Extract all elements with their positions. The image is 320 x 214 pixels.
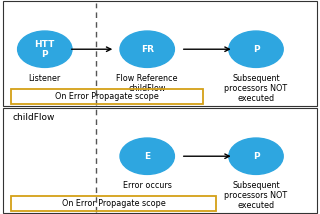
- Text: Listener: Listener: [29, 74, 61, 83]
- Text: FR: FR: [141, 45, 154, 54]
- Text: P: P: [253, 152, 259, 161]
- Text: On Error Propagate scope: On Error Propagate scope: [55, 92, 159, 101]
- Circle shape: [120, 31, 174, 67]
- Text: On Error Propagate scope: On Error Propagate scope: [62, 199, 165, 208]
- Text: childFlow: childFlow: [13, 113, 55, 122]
- Text: Subsequent
processors NOT
executed: Subsequent processors NOT executed: [224, 74, 288, 103]
- Circle shape: [18, 31, 72, 67]
- Text: Error occurs: Error occurs: [123, 181, 172, 190]
- Text: Flow Reference
childFlow: Flow Reference childFlow: [116, 74, 178, 93]
- Circle shape: [120, 138, 174, 174]
- Text: Subsequent
processors NOT
executed: Subsequent processors NOT executed: [224, 181, 288, 210]
- Text: P: P: [253, 45, 259, 54]
- Text: HTT
P: HTT P: [35, 40, 55, 59]
- Circle shape: [229, 31, 283, 67]
- Circle shape: [229, 138, 283, 174]
- Text: E: E: [144, 152, 150, 161]
